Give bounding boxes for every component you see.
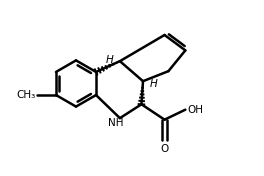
Text: H: H xyxy=(105,55,113,65)
Text: NH: NH xyxy=(107,118,123,128)
Text: O: O xyxy=(161,144,169,153)
Text: CH₃: CH₃ xyxy=(16,90,35,100)
Text: H: H xyxy=(150,79,158,89)
Text: OH: OH xyxy=(188,105,204,115)
